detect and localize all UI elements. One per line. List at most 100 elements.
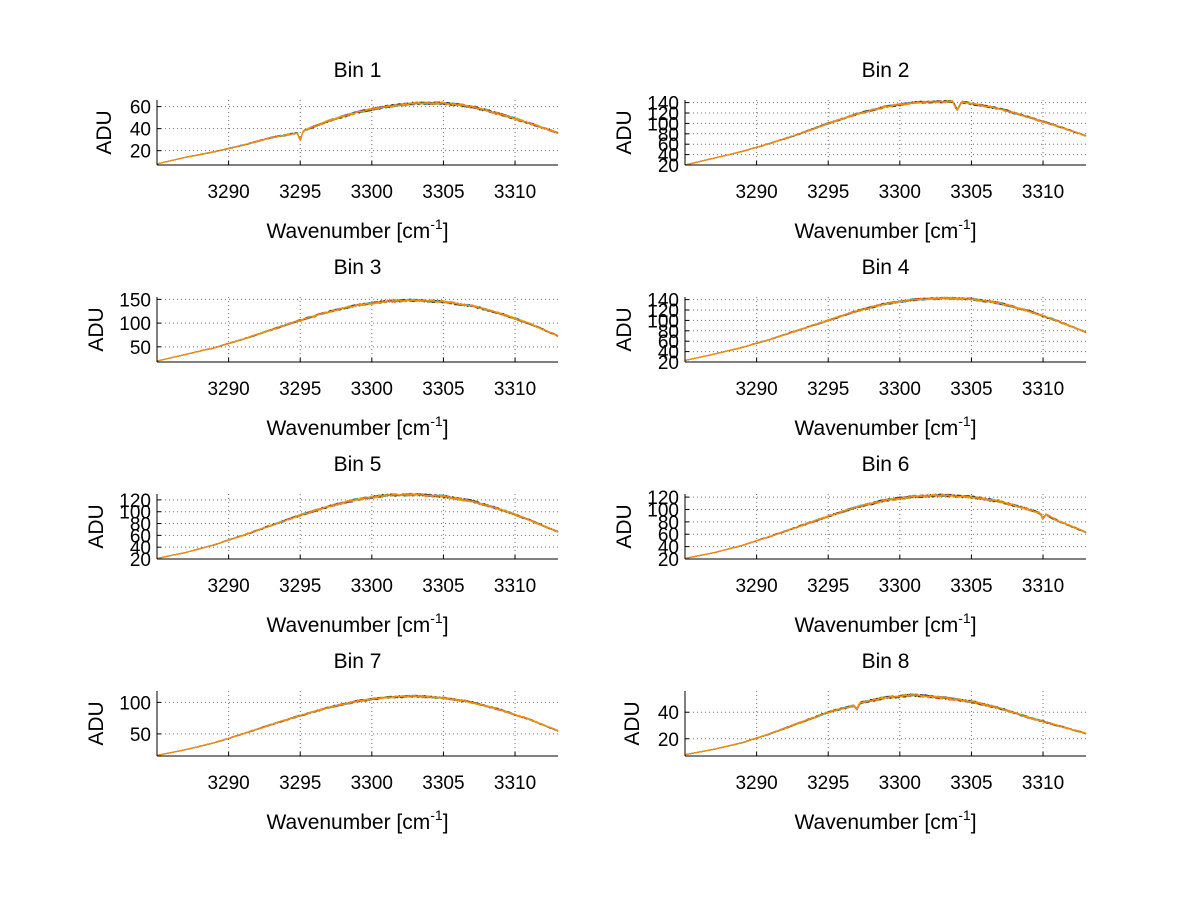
series-line-1 bbox=[684, 296, 1087, 361]
y-tick-label: 60 bbox=[658, 332, 679, 353]
series-line-1 bbox=[156, 694, 559, 756]
series-line-4 bbox=[684, 296, 1087, 361]
x-tick-label: 3300 bbox=[879, 379, 921, 400]
subplot-bin-8: Bin 8 3290 3295 3300 3305 3310 20 40 Wavenumber … bbox=[621, 650, 1087, 834]
series-line-top bbox=[156, 695, 559, 756]
series-line-3 bbox=[684, 693, 1087, 756]
series-line-2 bbox=[156, 298, 559, 362]
x-tick-label: 3295 bbox=[807, 182, 849, 203]
subplot-bin-2: Bin 2 3290 3295 3300 3305 3310 204060801001201… bbox=[613, 59, 1087, 243]
series-line-7 bbox=[156, 695, 559, 756]
x-axis-label-sup: -1 bbox=[430, 413, 443, 429]
series-line-7 bbox=[156, 298, 559, 362]
y-tick-label: 120 bbox=[119, 491, 151, 512]
series-line-8 bbox=[156, 298, 559, 362]
y-tick-label: 50 bbox=[130, 725, 151, 746]
x-tick-label: 3300 bbox=[351, 182, 393, 203]
x-tick-label: 3295 bbox=[807, 576, 849, 597]
series-line-top bbox=[684, 297, 1087, 361]
y-tick-label: 20 bbox=[658, 353, 679, 374]
series-line-1 bbox=[684, 100, 1087, 166]
series-line-7 bbox=[684, 493, 1087, 559]
y-tick-label: 20 bbox=[130, 142, 151, 163]
y-axis-label: ADU bbox=[613, 307, 636, 351]
x-axis-label-end: ] bbox=[971, 614, 977, 637]
y-axis-label: ADU bbox=[85, 504, 108, 548]
series-line-5 bbox=[684, 296, 1087, 361]
y-tick-label: 100 bbox=[647, 311, 679, 332]
x-tick-label: 3305 bbox=[422, 379, 464, 400]
series-line-8 bbox=[156, 694, 559, 756]
x-axis-label: Wavenumber [cm-1] bbox=[266, 610, 448, 637]
x-axis-label-sup: -1 bbox=[958, 807, 971, 823]
x-tick-label: 3290 bbox=[207, 379, 249, 400]
series-line-3 bbox=[156, 298, 559, 362]
x-axis-label-end: ] bbox=[971, 417, 977, 440]
x-tick-label: 3305 bbox=[950, 182, 992, 203]
y-tick-label: 40 bbox=[658, 343, 679, 364]
x-tick-label: 3305 bbox=[950, 576, 992, 597]
x-tick-label: 3295 bbox=[279, 379, 321, 400]
y-tick-label: 60 bbox=[130, 98, 151, 119]
y-tick-label: 140 bbox=[647, 291, 679, 312]
x-axis-label: Wavenumber [cm-1] bbox=[266, 807, 448, 834]
x-axis-label-text: Wavenumber [cm bbox=[794, 220, 958, 243]
series-line-5 bbox=[684, 100, 1087, 166]
subplot-title: Bin 5 bbox=[334, 453, 382, 476]
y-tick-label: 120 bbox=[647, 301, 679, 322]
y-tick-label: 50 bbox=[130, 338, 151, 359]
series-line-6 bbox=[156, 299, 559, 362]
x-axis-label: Wavenumber [cm-1] bbox=[794, 216, 976, 243]
x-tick-label: 3310 bbox=[1022, 773, 1064, 794]
y-tick-label: 40 bbox=[130, 120, 151, 141]
x-axis-label-sup: -1 bbox=[430, 807, 443, 823]
series-line-top bbox=[156, 102, 559, 165]
x-axis-label-text: Wavenumber [cm bbox=[266, 220, 430, 243]
subplot-title: Bin 7 bbox=[334, 650, 382, 673]
y-tick-label: 40 bbox=[658, 146, 679, 167]
x-tick-label: 3310 bbox=[1022, 379, 1064, 400]
x-tick-label: 3300 bbox=[351, 773, 393, 794]
x-axis-label-end: ] bbox=[443, 417, 449, 440]
subplot-title: Bin 8 bbox=[862, 650, 910, 673]
x-tick-label: 3300 bbox=[879, 773, 921, 794]
series-line-7 bbox=[684, 99, 1087, 166]
series-line-5 bbox=[684, 493, 1087, 559]
x-tick-label: 3295 bbox=[279, 182, 321, 203]
series-line-8 bbox=[684, 693, 1087, 756]
series-line-5 bbox=[156, 298, 559, 362]
x-axis-label-text: Wavenumber [cm bbox=[794, 614, 958, 637]
x-axis-label-end: ] bbox=[443, 614, 449, 637]
x-tick-label: 3295 bbox=[807, 379, 849, 400]
y-tick-label: 100 bbox=[119, 693, 151, 714]
series-line-4 bbox=[684, 494, 1087, 559]
y-axis-label: ADU bbox=[613, 110, 636, 154]
series-line-7 bbox=[684, 693, 1087, 756]
subplot-bin-3: Bin 3 3290 3295 3300 3305 3310 50 100 150 Wavenum… bbox=[85, 256, 559, 440]
series-line-1 bbox=[156, 493, 559, 559]
series-line-2 bbox=[684, 99, 1087, 166]
x-tick-label: 3310 bbox=[1022, 576, 1064, 597]
series-line-2 bbox=[156, 492, 559, 559]
x-tick-label: 3300 bbox=[879, 182, 921, 203]
x-axis-label-sup: -1 bbox=[430, 610, 443, 626]
x-tick-label: 3310 bbox=[494, 182, 536, 203]
series-line-3 bbox=[684, 493, 1087, 559]
series-line-8 bbox=[684, 100, 1087, 166]
y-tick-label: 100 bbox=[647, 500, 679, 521]
x-tick-label: 3290 bbox=[735, 576, 777, 597]
x-axis-label-text: Wavenumber [cm bbox=[794, 417, 958, 440]
x-tick-label: 3310 bbox=[494, 379, 536, 400]
y-axis-label: ADU bbox=[85, 701, 108, 745]
x-tick-label: 3300 bbox=[879, 576, 921, 597]
subplot-title: Bin 3 bbox=[334, 256, 382, 279]
x-axis-label: Wavenumber [cm-1] bbox=[794, 807, 976, 834]
series-line-top bbox=[684, 101, 1087, 166]
x-axis-label-end: ] bbox=[971, 220, 977, 243]
series-line-5 bbox=[684, 693, 1087, 756]
series-line-8 bbox=[684, 296, 1087, 361]
y-tick-label: 20 bbox=[658, 730, 679, 751]
x-tick-label: 3300 bbox=[351, 576, 393, 597]
